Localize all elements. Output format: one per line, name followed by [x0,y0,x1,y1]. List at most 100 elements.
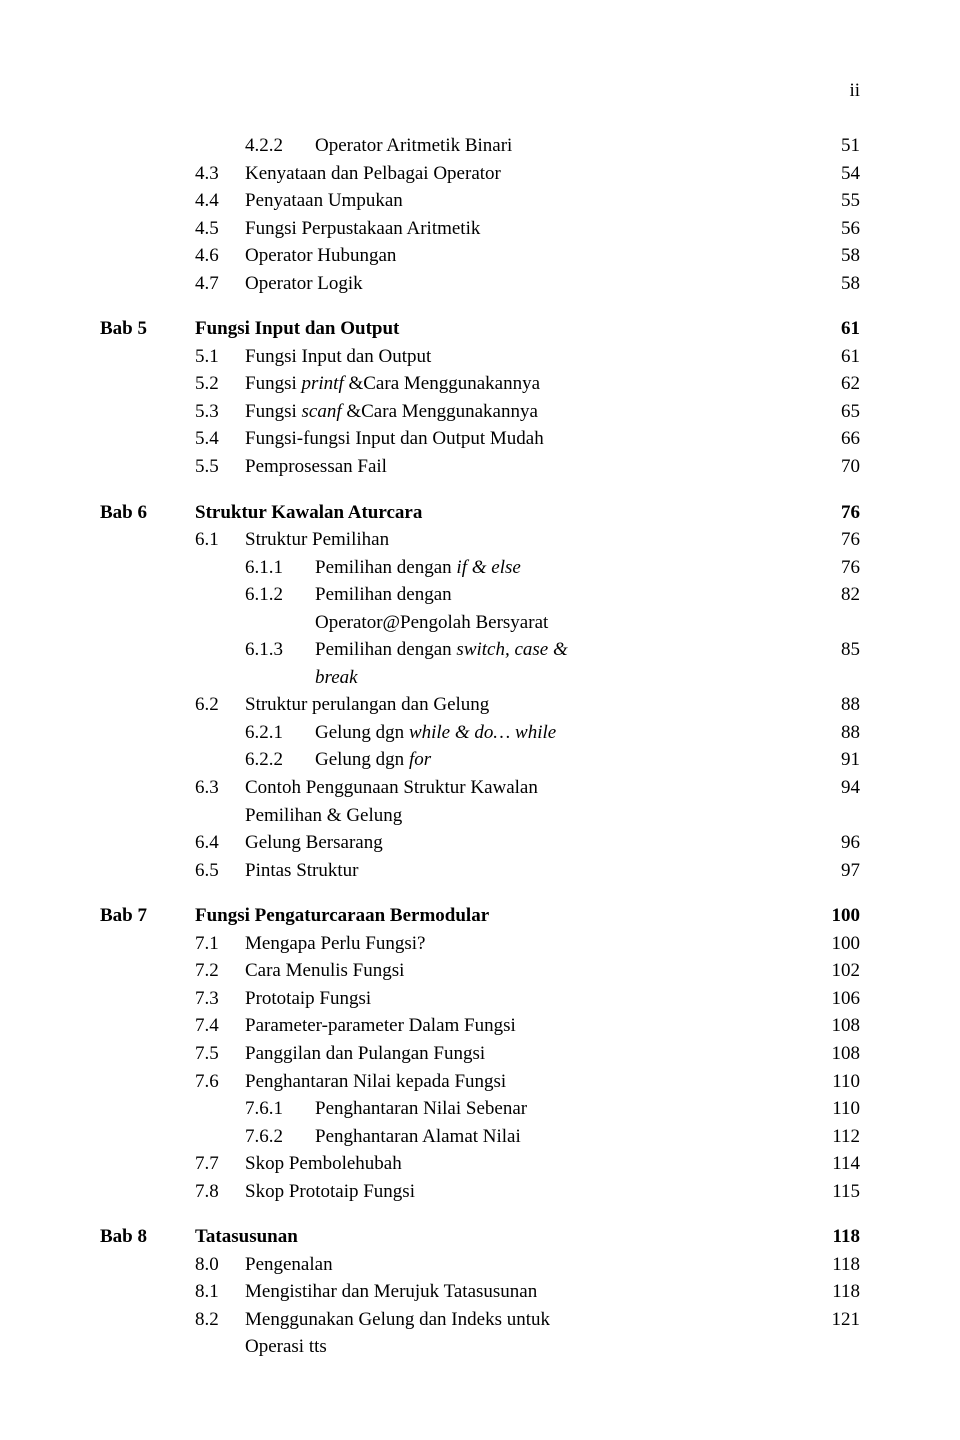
entry-text: Pemilihan & Gelung [245,802,810,830]
entry-text: Penyataan Umpukan [245,187,810,215]
entry-number: 4.5 [195,215,245,243]
toc-row: 5.2Fungsi printf &Cara Menggunakannya62 [100,370,860,398]
entry-number: 7.2 [195,957,245,985]
chapter-title: Tatasusunan [195,1223,810,1251]
entry-page: 61 [810,343,860,371]
entry-number: 4.2.2 [245,132,315,160]
toc-row: 7.8Skop Prototaip Fungsi115 [100,1178,860,1206]
toc-row: 6.5Pintas Struktur97 [100,857,860,885]
entry-number: 6.1 [195,526,245,554]
entry-page: 110 [810,1068,860,1096]
entry-page: 121 [810,1306,860,1334]
entry-page: 76 [810,554,860,582]
entry-page: 76 [810,526,860,554]
chapter-label: Bab 8 [100,1223,195,1251]
entry-page: 58 [810,270,860,298]
entry-text: Operator Hubungan [245,242,810,270]
entry-number: 7.4 [195,1012,245,1040]
entry-text: Pemilihan dengan switch, case & [315,636,810,664]
entry-number: 8.2 [195,1306,245,1334]
entry-page: 110 [810,1095,860,1123]
toc-row: 7.1Mengapa Perlu Fungsi?100 [100,930,860,958]
chapter-title-row: Bab 8Tatasusunan118 [100,1223,860,1251]
toc-row: 6.3Contoh Penggunaan Struktur Kawalan94 [100,774,860,802]
toc-row: 7.4Parameter-parameter Dalam Fungsi108 [100,1012,860,1040]
toc-row: 6.1.3Pemilihan dengan switch, case &85 [100,636,860,664]
entry-text: Fungsi scanf &Cara Menggunakannya [245,398,810,426]
entry-page: 108 [810,1040,860,1068]
entry-number: 6.2.2 [245,746,315,774]
toc-row: 7.3Prototaip Fungsi106 [100,985,860,1013]
chapter-page: 118 [810,1223,860,1251]
toc-row: 4.6Operator Hubungan58 [100,242,860,270]
entry-number: 8.1 [195,1278,245,1306]
entry-text: Contoh Penggunaan Struktur Kawalan [245,774,810,802]
entry-number: 7.5 [195,1040,245,1068]
entry-text: Operator@Pengolah Bersyarat [315,609,810,637]
toc-row: Pemilihan & Gelung [100,802,860,830]
entry-page: 118 [810,1251,860,1279]
entry-number: 4.7 [195,270,245,298]
entry-text: Mengapa Perlu Fungsi? [245,930,810,958]
entry-page: 54 [810,160,860,188]
page-marker: ii [100,80,860,102]
entry-number: 4.6 [195,242,245,270]
entry-page: 114 [810,1150,860,1178]
toc-row: 4.4Penyataan Umpukan55 [100,187,860,215]
entry-text: Fungsi Input dan Output [245,343,810,371]
toc-row: Operasi tts [100,1333,860,1361]
toc-row: 5.1Fungsi Input dan Output61 [100,343,860,371]
chapter-title: Fungsi Pengaturcaraan Bermodular [195,902,810,930]
entry-page: 56 [810,215,860,243]
chapter-page: 61 [810,315,860,343]
entry-number: 7.6.2 [245,1123,315,1151]
entry-number: 5.2 [195,370,245,398]
entry-page: 62 [810,370,860,398]
toc-row: 6.2.1Gelung dgn while & do… while88 [100,719,860,747]
entry-text: Parameter-parameter Dalam Fungsi [245,1012,810,1040]
entry-text: Gelung dgn for [315,746,810,774]
entry-number: 7.6 [195,1068,245,1096]
entry-number: 5.1 [195,343,245,371]
entry-page: 108 [810,1012,860,1040]
entry-text: Cara Menulis Fungsi [245,957,810,985]
entry-text: Fungsi-fungsi Input dan Output Mudah [245,425,810,453]
entry-text: Operasi tts [245,1333,810,1361]
toc-row: 8.2Menggunakan Gelung dan Indeks untuk12… [100,1306,860,1334]
chapter-page: 100 [810,902,860,930]
entry-page: 51 [810,132,860,160]
toc-row: 4.3Kenyataan dan Pelbagai Operator54 [100,160,860,188]
toc-row: 6.1.2Pemilihan dengan82 [100,581,860,609]
entry-page: 115 [810,1178,860,1206]
entry-text: Pemprosessan Fail [245,453,810,481]
entry-text: Gelung dgn while & do… while [315,719,810,747]
entry-page: 65 [810,398,860,426]
toc-row: 7.7Skop Pembolehubah114 [100,1150,860,1178]
toc-row: 4.5Fungsi Perpustakaan Aritmetik56 [100,215,860,243]
entry-text: Struktur Pemilihan [245,526,810,554]
entry-page: 96 [810,829,860,857]
entry-text: Fungsi printf &Cara Menggunakannya [245,370,810,398]
entry-number: 6.2.1 [245,719,315,747]
entry-text: Operator Logik [245,270,810,298]
entry-text: Penghantaran Nilai Sebenar [315,1095,810,1123]
entry-page: 112 [810,1123,860,1151]
toc-row: 4.7Operator Logik58 [100,270,860,298]
table-of-contents: 4.2.2Operator Aritmetik Binari514.3Kenya… [100,132,860,1361]
toc-row: 6.1.1Pemilihan dengan if & else76 [100,554,860,582]
toc-row: 7.6.2Penghantaran Alamat Nilai112 [100,1123,860,1151]
entry-text: Fungsi Perpustakaan Aritmetik [245,215,810,243]
entry-text: Panggilan dan Pulangan Fungsi [245,1040,810,1068]
toc-row: Operator@Pengolah Bersyarat [100,609,860,637]
entry-number: 6.1.1 [245,554,315,582]
entry-text: Pengenalan [245,1251,810,1279]
entry-number: 7.7 [195,1150,245,1178]
chapter-label: Bab 6 [100,499,195,527]
toc-row: 5.4Fungsi-fungsi Input dan Output Mudah6… [100,425,860,453]
toc-row: 8.0Pengenalan118 [100,1251,860,1279]
entry-page: 66 [810,425,860,453]
entry-page: 88 [810,691,860,719]
entry-page: 97 [810,857,860,885]
entry-number: 6.1.3 [245,636,315,664]
entry-text: Gelung Bersarang [245,829,810,857]
